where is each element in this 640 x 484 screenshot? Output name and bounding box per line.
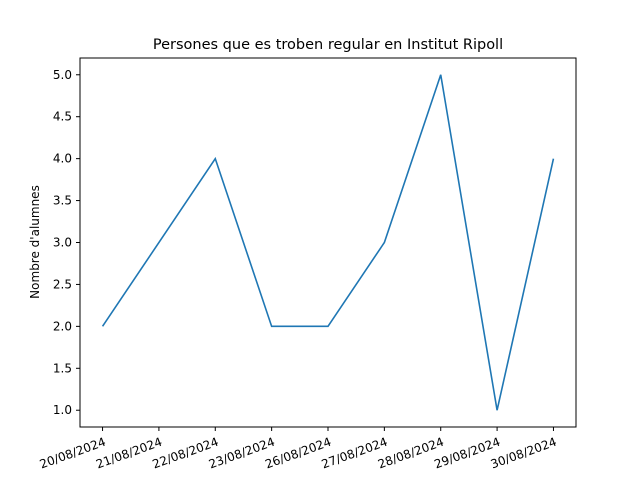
y-tick-label: 3.0	[53, 236, 72, 250]
y-tick-label: 3.5	[53, 194, 72, 208]
y-tick-label: 4.0	[53, 152, 72, 166]
y-tick-label: 1.5	[53, 361, 72, 375]
y-tick-label: 5.0	[53, 68, 72, 82]
y-tick-label: 4.5	[53, 110, 72, 124]
y-tick-label: 2.0	[53, 319, 72, 333]
y-tick-label: 2.5	[53, 277, 72, 291]
y-axis-label: Nombre d'alumnes	[28, 185, 42, 299]
y-tick-label: 1.0	[53, 403, 72, 417]
chart-title: Persones que es troben regular en Instit…	[153, 37, 503, 53]
